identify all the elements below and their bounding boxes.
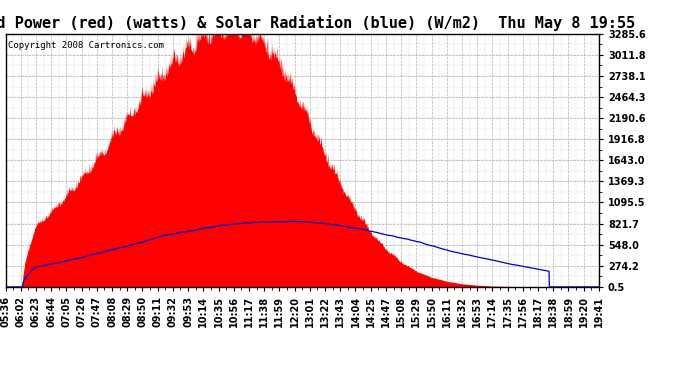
- Title: Grid Power (red) (watts) & Solar Radiation (blue) (W/m2)  Thu May 8 19:55: Grid Power (red) (watts) & Solar Radiati…: [0, 15, 635, 31]
- Text: Copyright 2008 Cartronics.com: Copyright 2008 Cartronics.com: [8, 41, 164, 50]
